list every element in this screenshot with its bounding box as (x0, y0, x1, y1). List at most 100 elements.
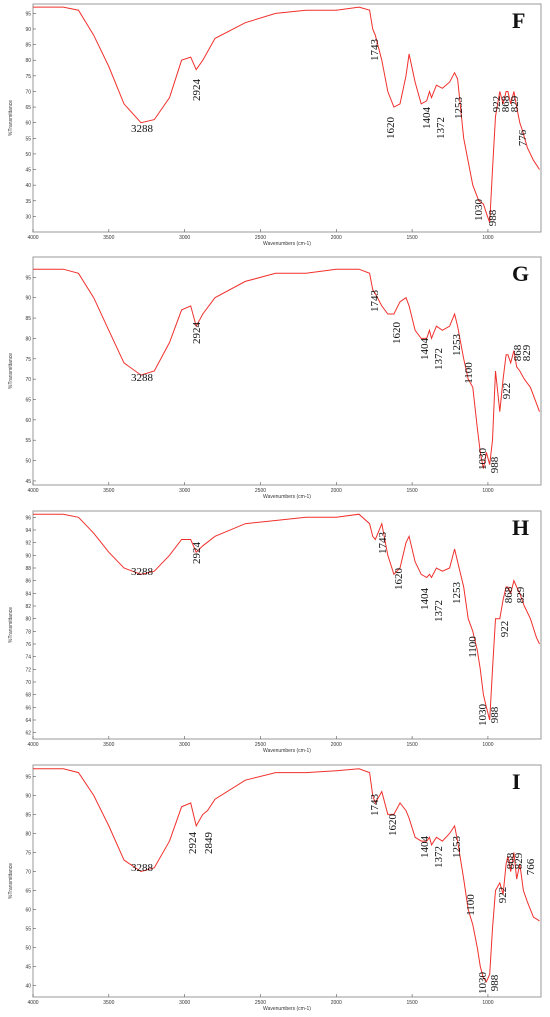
peak-label: 1253 (451, 836, 463, 859)
y-tick-label: 90 (25, 296, 31, 302)
peak-label: 988 (489, 706, 501, 723)
y-tick-label: 86 (25, 579, 31, 585)
y-tick-label: 68 (25, 693, 31, 699)
y-tick-label: 66 (25, 705, 31, 711)
spectrum-panel-I: 40 45 50 55 60 65 70 75 80 85 90 95 4000 3500 3000 2500… (0, 761, 550, 1017)
spectrum-panel-H: 62 64 66 68 70 72 74 76 78 80 82 84 86 88 90 92 94 96 4000… (0, 507, 550, 759)
y-tick-label: 55 (25, 927, 31, 933)
y-tick-label: 70 (25, 680, 31, 686)
x-tick-label: 1000 (482, 235, 493, 241)
peak-label: 922 (497, 887, 509, 904)
y-tick-label: 40 (25, 183, 31, 189)
y-tick-label: 35 (25, 199, 31, 205)
y-axis-title: %Transmittance (8, 100, 14, 136)
y-tick-label: 75 (25, 74, 31, 80)
y-tick-label: 72 (25, 667, 31, 673)
x-tick-label: 3000 (179, 1000, 190, 1006)
x-tick-label: 4000 (27, 235, 38, 241)
x-tick-label: 2000 (331, 488, 342, 494)
y-tick-label: 95 (25, 774, 31, 780)
peak-label: 1030 (477, 704, 489, 727)
y-tick-label: 92 (25, 541, 31, 547)
plot-frame (32, 256, 542, 486)
y-tick-label: 95 (25, 275, 31, 281)
y-tick-label: 55 (25, 438, 31, 444)
peak-label: 1100 (465, 894, 477, 916)
peak-label: 829 (509, 95, 521, 112)
x-tick-label: 3000 (179, 742, 190, 748)
y-tick-label: 90 (25, 553, 31, 559)
peak-label: 1100 (463, 362, 475, 384)
x-tick-label: 2000 (331, 1000, 342, 1006)
chart-svg-I: 40 45 50 55 60 65 70 75 80 85 90 95 4000 3500 3000 2500… (8, 764, 542, 1012)
y-axis-title: %Transmittance (8, 863, 14, 899)
peak-label: 766 (525, 858, 537, 875)
peak-label: 1100 (467, 636, 479, 658)
peak-label: 3288 (131, 566, 154, 578)
y-tick-label: 65 (25, 889, 31, 895)
y-tick-label: 70 (25, 89, 31, 95)
y-tick-label: 60 (25, 908, 31, 914)
y-tick-label: 64 (25, 718, 31, 724)
x-tick-label: 3500 (103, 742, 114, 748)
spectrum-panel-F: 30 35 40 45 50 55 60 65 70 75 80 85 90 95 4000 3500 3000… (0, 0, 550, 252)
y-tick-label: 94 (25, 528, 31, 534)
peak-label: 1372 (433, 600, 445, 622)
y-tick-label: 50 (25, 152, 31, 158)
peak-label: 2924 (187, 832, 199, 855)
peak-label: 1620 (385, 117, 397, 140)
y-tick-label: 90 (25, 27, 31, 33)
peak-label: 829 (513, 852, 525, 869)
peak-label: 1620 (387, 814, 399, 837)
peak-label: 3288 (131, 123, 154, 135)
peak-label: 868 (505, 852, 517, 869)
x-tick-label: 3500 (103, 235, 114, 241)
chart-svg-G: 45 50 55 60 65 70 75 80 85 90 95 4000 3500 3000 2500 20… (8, 256, 542, 500)
peak-label: 1030 (477, 972, 489, 995)
y-tick-label: 82 (25, 604, 31, 610)
x-tick-label: 2000 (331, 235, 342, 241)
y-tick-label: 40 (25, 984, 31, 990)
y-tick-label: 80 (25, 58, 31, 64)
x-tick-label: 1500 (407, 488, 418, 494)
peak-label: 922 (501, 383, 513, 400)
y-tick-label: 50 (25, 946, 31, 952)
y-axis-title: %Transmittance (8, 607, 14, 643)
x-tick-label: 2500 (255, 488, 266, 494)
x-tick-label: 3000 (179, 488, 190, 494)
x-tick-label: 2500 (255, 1000, 266, 1006)
y-tick-label: 45 (25, 168, 31, 174)
x-tick-label: 2500 (255, 235, 266, 241)
y-tick-label: 85 (25, 316, 31, 322)
peak-label: 1372 (433, 348, 445, 370)
peak-label: 2924 (191, 79, 203, 102)
y-tick-label: 76 (25, 642, 31, 648)
x-tick-label: 2000 (331, 742, 342, 748)
peak-label: 868 (500, 95, 512, 112)
peak-label: 868 (503, 586, 515, 603)
y-tick-label: 80 (25, 336, 31, 342)
peak-label: 829 (515, 586, 527, 603)
spectrum-line (33, 6, 540, 223)
y-tick-label: 70 (25, 377, 31, 383)
x-tick-label: 4000 (27, 488, 38, 494)
spectrum-panel-G: 45 50 55 60 65 70 75 80 85 90 95 4000 3500 3000 2500 20… (0, 253, 550, 505)
x-tick-label: 3500 (103, 1000, 114, 1006)
y-tick-label: 84 (25, 591, 31, 597)
peak-label: 988 (489, 974, 501, 991)
peak-label: 3288 (131, 372, 154, 384)
panel-letter: I (512, 769, 521, 794)
peak-label: 988 (487, 209, 499, 226)
peak-label: 1253 (451, 334, 463, 357)
panel-letter: G (512, 261, 529, 286)
panel-letter: F (512, 8, 525, 33)
spectrum-line (33, 513, 540, 721)
peak-label: 1253 (453, 97, 465, 120)
plot-frame (32, 510, 542, 740)
peak-label: 1372 (433, 846, 445, 868)
x-tick-label: 3500 (103, 488, 114, 494)
peak-label: 1404 (421, 107, 433, 130)
peak-label: 3288 (131, 862, 154, 874)
y-tick-label: 45 (25, 965, 31, 971)
y-tick-label: 88 (25, 566, 31, 572)
